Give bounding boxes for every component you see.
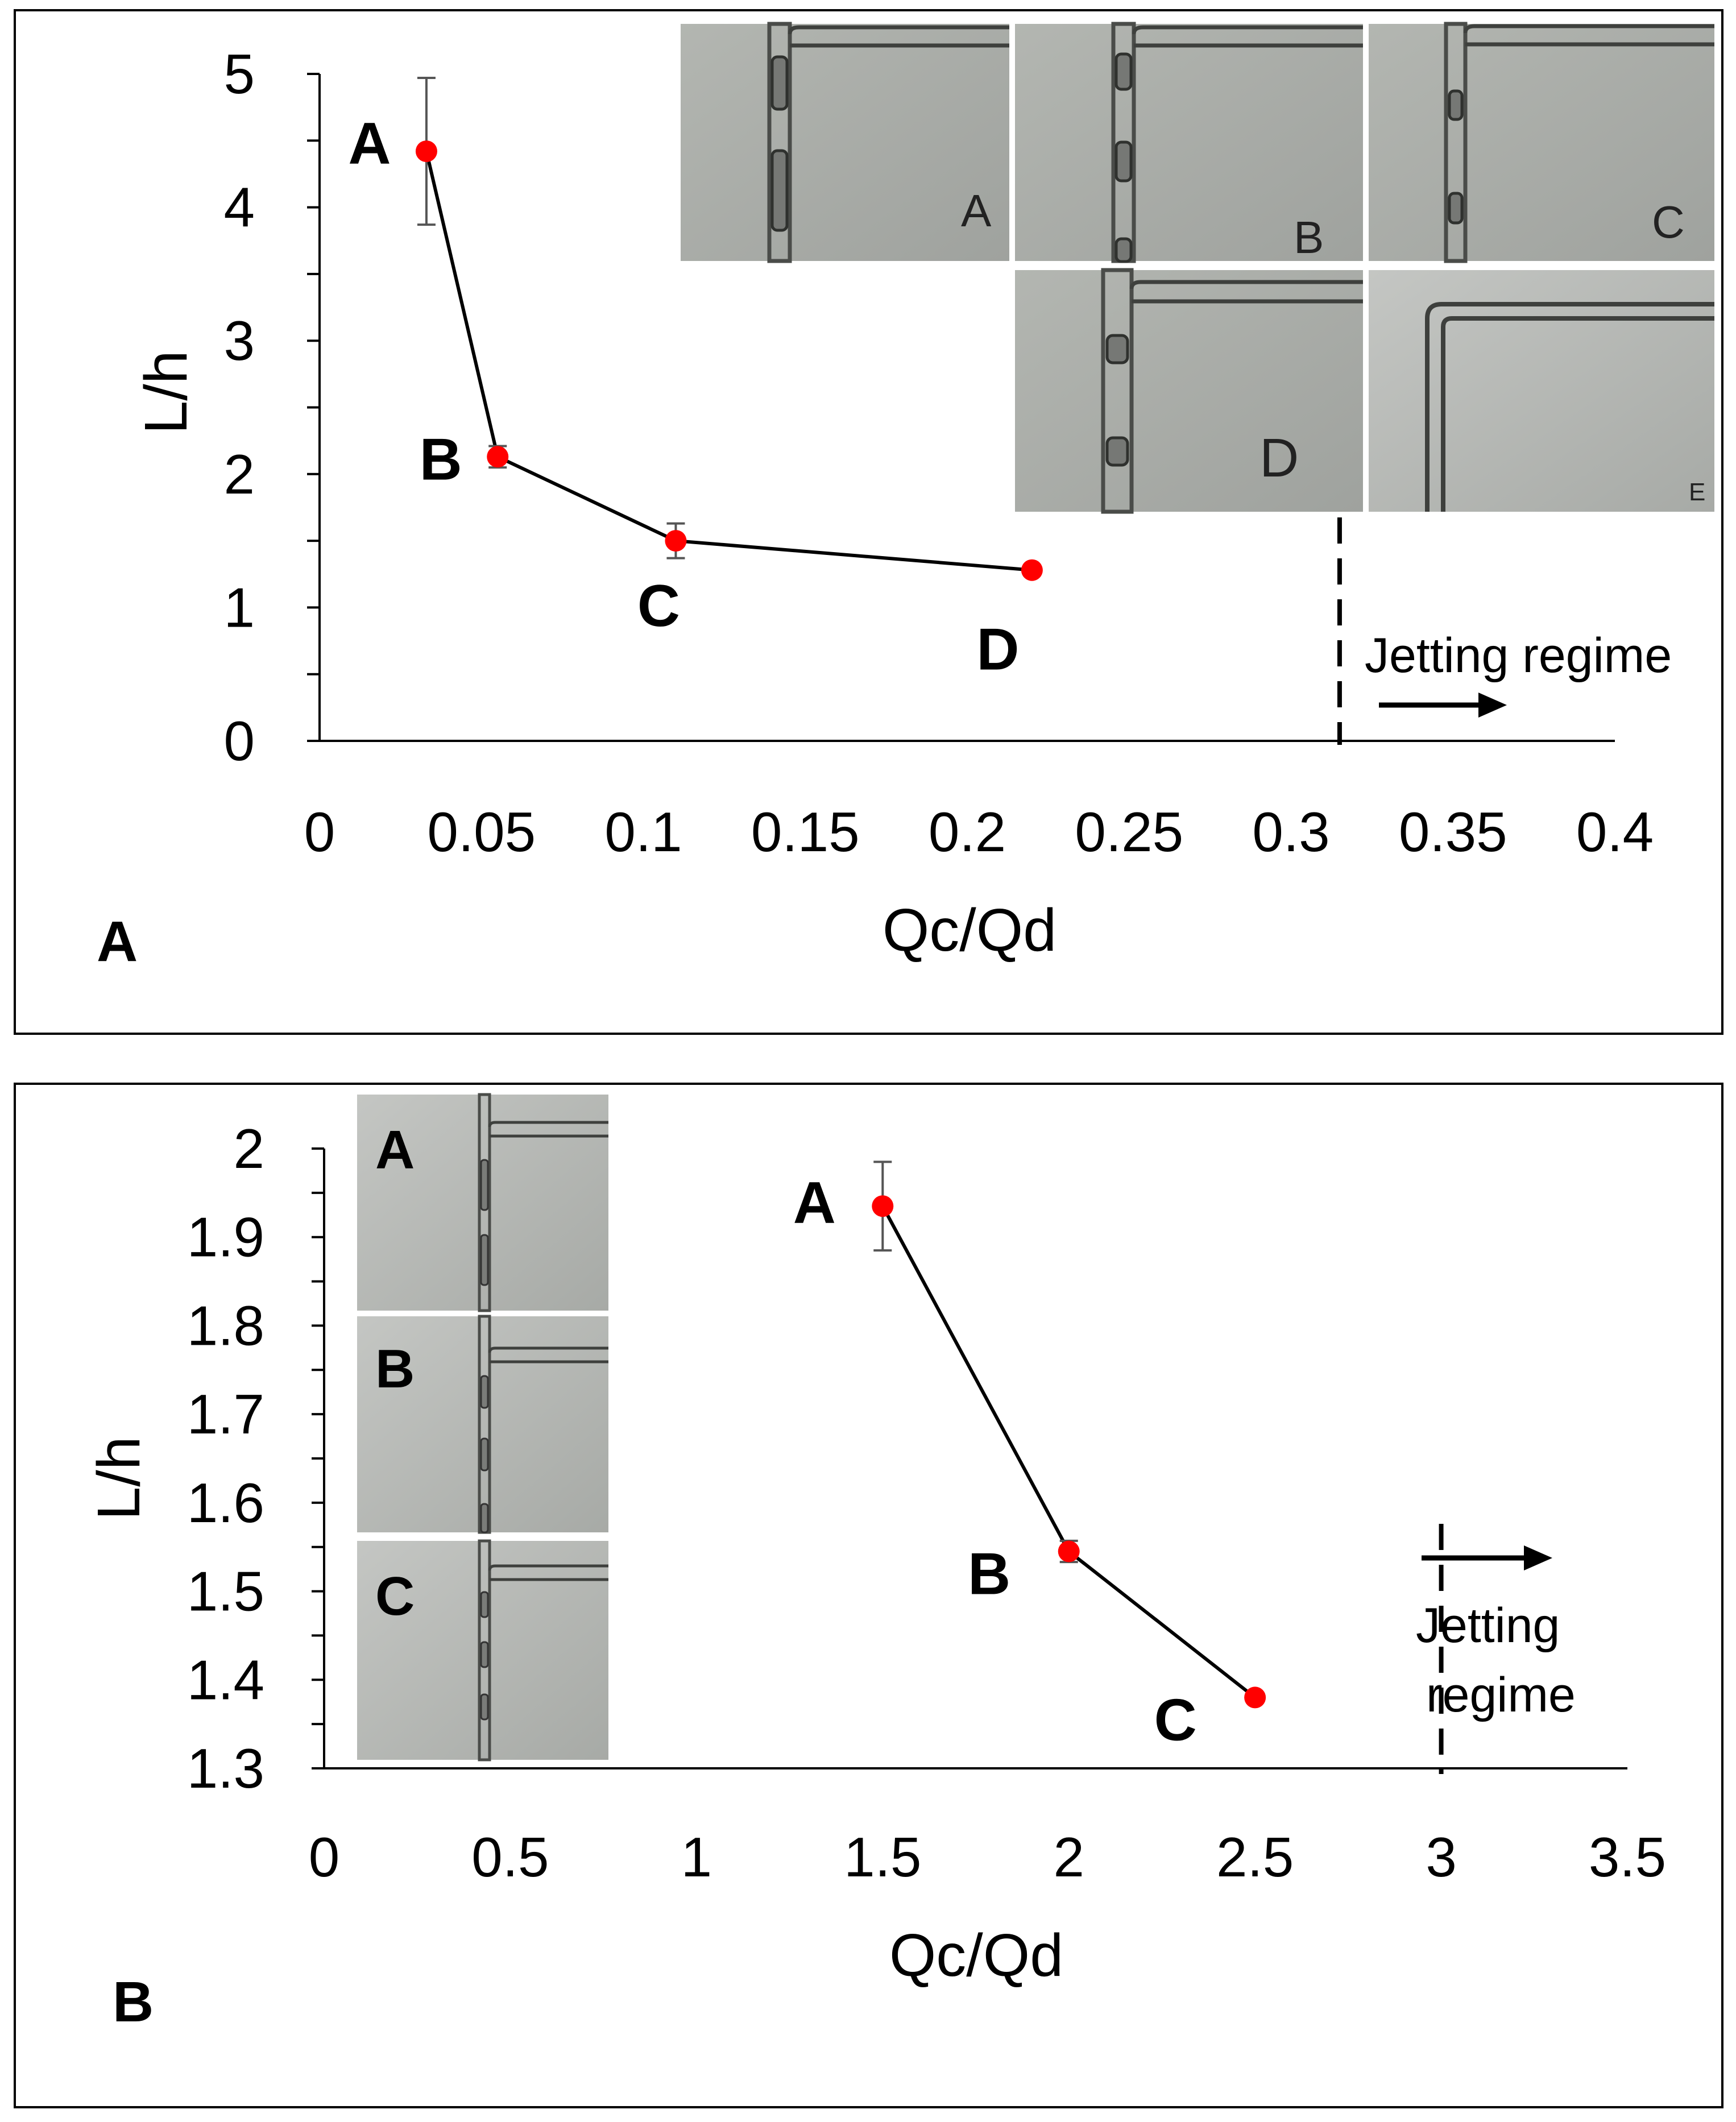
panel-a-y-ticks: 0 1 2 3 4 5 <box>223 43 320 772</box>
micrograph-b-c: C <box>357 1539 608 1762</box>
svg-text:D: D <box>1259 428 1299 488</box>
panel-a-x-tick-label: 0.1 <box>604 801 682 863</box>
panel-b-x-tick-label: 0.5 <box>471 1826 549 1888</box>
svg-text:B: B <box>1294 212 1324 263</box>
panel-b-series: A B C <box>793 1161 1266 1753</box>
panel-a-point-label-a: A <box>348 111 391 177</box>
panel-b-y-tick-label: 1.6 <box>187 1472 264 1534</box>
panel-a-jetting-arrow <box>1379 693 1507 718</box>
svg-text:A: A <box>375 1120 415 1180</box>
panel-a-y-tick-label: 4 <box>223 176 255 239</box>
panel-b-x-axis-title: Qc/Qd <box>889 1922 1063 1989</box>
panel-a-x-tick-label: 0.15 <box>751 801 860 863</box>
micrograph-b-b: B <box>357 1315 608 1534</box>
panel-a-y-tick-label: 1 <box>223 576 255 639</box>
panel-b-label: B <box>113 1970 154 2034</box>
panel-b-x-tick-label: 1.5 <box>844 1826 921 1888</box>
panel-b-micrographs: A B C <box>357 1093 608 1762</box>
panel-b-y-ticks: 1.3 1.4 1.5 1.6 1.7 1.8 1.9 2 <box>187 1117 324 1800</box>
panel-b-y-tick-label: 1.9 <box>187 1206 264 1269</box>
svg-text:A: A <box>961 185 992 236</box>
panel-b-jetting-annotation-line1: Jetting <box>1416 1598 1560 1653</box>
panel-a-micrographs: A B C D <box>681 22 1714 514</box>
panel-a-x-tick-label: 0.2 <box>929 801 1006 863</box>
panel-b-data-point-b <box>1058 1540 1080 1563</box>
panel-a-x-tick-label: 0 <box>304 801 335 863</box>
panel-a-y-tick-label: 2 <box>223 443 255 505</box>
panel-a-label: A <box>97 910 138 973</box>
panel-a-data-point-b <box>487 446 509 468</box>
svg-text:C: C <box>1652 197 1685 247</box>
panel-b-y-tick-label: 1.3 <box>187 1737 264 1800</box>
panel-b-y-axis-title: L/h <box>85 1436 152 1520</box>
panel-b-point-label-c: C <box>1154 1687 1197 1753</box>
panel-b-x-tick-label: 3 <box>1426 1826 1457 1888</box>
micrograph-e: E <box>1369 270 1714 512</box>
panel-a-x-axis-title: Qc/Qd <box>882 897 1056 964</box>
panel-b-y-tick-label: 1.8 <box>187 1294 264 1357</box>
panel-a-x-tick-label: 0.05 <box>427 801 536 863</box>
panel-a-y-axis-title: L/h <box>132 350 200 434</box>
panel-a-x-tick-label: 0.35 <box>1399 801 1507 863</box>
panel-b-data-point-c <box>1244 1686 1266 1709</box>
panel-b-y-tick-label: 1.7 <box>187 1383 264 1445</box>
panel-a-x-ticks: 0 0.05 0.1 0.15 0.2 0.25 0.3 0.35 0.4 <box>304 801 1654 863</box>
panel-b-y-tick-label: 1.5 <box>187 1560 264 1623</box>
panel-a-x-tick-label: 0.3 <box>1252 801 1329 863</box>
panel-b-frame <box>14 1083 1723 2108</box>
panel-b-x-tick-label: 3.5 <box>1589 1826 1666 1888</box>
micrograph-a: A <box>681 22 1009 263</box>
svg-text:E: E <box>1689 478 1705 506</box>
panel-b-y-tick-label: 2 <box>233 1117 264 1180</box>
micrograph-d: D <box>1015 268 1363 514</box>
panel-b-point-label-a: A <box>793 1170 836 1236</box>
panel-a-jetting-annotation: Jetting regime <box>1365 628 1672 683</box>
panel-b-data-point-a <box>872 1195 894 1217</box>
panel-a-x-tick-label: 0.4 <box>1576 801 1654 863</box>
panel-a-series: A B C D <box>348 77 1043 683</box>
panel-b-x-tick-label: 1 <box>681 1826 712 1888</box>
panel-a-data-point-c <box>665 530 687 552</box>
panel-b-x-tick-label: 2 <box>1053 1826 1084 1888</box>
panel-b-point-label-b: B <box>968 1541 1010 1607</box>
micrograph-c: C <box>1369 22 1714 263</box>
panel-b-x-tick-label: 0 <box>309 1826 340 1888</box>
svg-text:C: C <box>375 1566 415 1627</box>
panel-a-data-point-a <box>415 140 437 163</box>
panel-a-y-tick-label: 5 <box>223 43 255 105</box>
panel-a-y-tick-label: 3 <box>223 309 255 372</box>
svg-text:B: B <box>375 1338 415 1399</box>
panel-a-point-label-b: B <box>420 426 462 492</box>
panel-a-point-label-c: C <box>637 573 680 639</box>
panel-b-x-ticks: 0 0.5 1 1.5 2 2.5 3 3.5 <box>309 1826 1666 1888</box>
panel-a-series-line <box>425 151 1033 572</box>
micrograph-b-a: A <box>357 1093 608 1312</box>
panel-a-data-point-d <box>1021 559 1043 581</box>
panel-a-point-label-d: D <box>976 617 1019 683</box>
panel-b-jetting-annotation-line2: regime <box>1426 1668 1576 1722</box>
panel-a-x-tick-label: 0.25 <box>1075 801 1183 863</box>
panel-b-y-tick-label: 1.4 <box>187 1648 264 1711</box>
micrograph-b: B <box>1015 22 1363 263</box>
panel-a-y-tick-label: 0 <box>223 710 255 772</box>
panel-b-x-tick-label: 2.5 <box>1216 1826 1294 1888</box>
panel-b-jetting-arrow <box>1422 1545 1552 1570</box>
